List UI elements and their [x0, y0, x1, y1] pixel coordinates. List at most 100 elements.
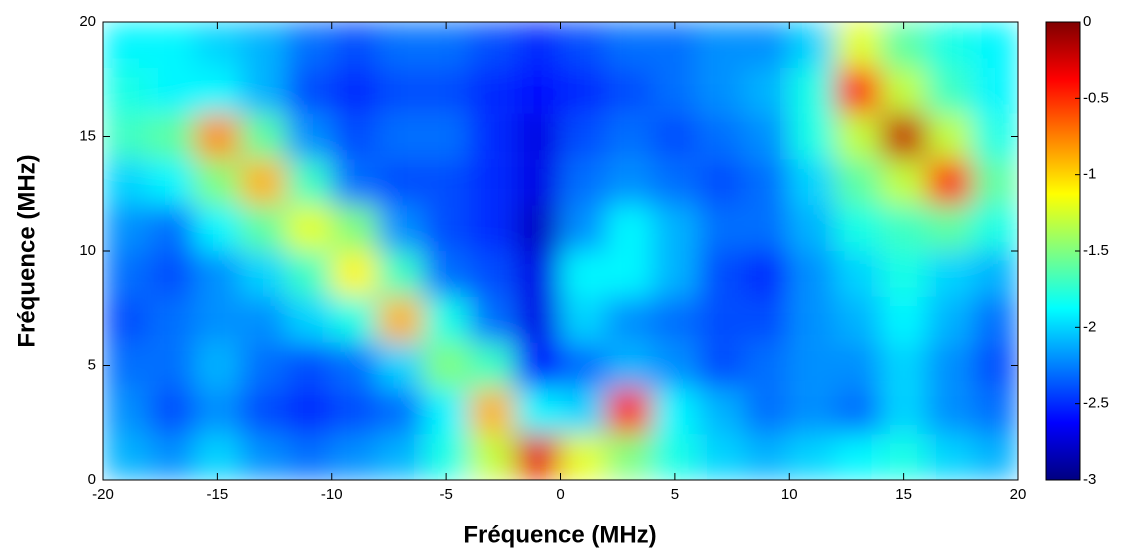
x-tick-label: -20: [92, 486, 114, 503]
heat-cell: [926, 296, 973, 343]
heat-cell: [240, 22, 286, 68]
x-axis-label: Fréquence (MHz): [463, 521, 656, 548]
heat-cell: [514, 342, 561, 389]
heat-cell: [697, 205, 744, 251]
x-tick-label: 15: [895, 486, 912, 503]
heat-cell: [469, 434, 515, 480]
heat-cell: [331, 251, 378, 297]
heat-cell: [652, 434, 698, 480]
heat-cell: [789, 251, 835, 297]
heat-cell: [560, 388, 607, 435]
heat-cell: [972, 113, 1018, 160]
heat-cell: [423, 434, 469, 480]
heat-cell: [880, 296, 927, 343]
heat-cell: [194, 251, 241, 297]
heat-cell: [560, 113, 607, 160]
heat-cell: [148, 22, 195, 68]
heat-cell: [789, 388, 835, 435]
heat-cell: [103, 342, 149, 389]
heatmap: [103, 22, 1018, 480]
heat-cell: [880, 251, 927, 297]
heat-cell: [697, 342, 744, 389]
heat-cell: [240, 296, 286, 343]
heat-cell: [514, 67, 561, 114]
x-tick-label: -10: [321, 486, 343, 503]
heat-cell: [560, 342, 607, 389]
heat-cell: [697, 434, 744, 480]
heat-cell: [789, 159, 835, 206]
heat-cell: [240, 251, 286, 297]
heat-cell: [743, 251, 790, 297]
heat-cell: [697, 251, 744, 297]
colorbar-tick-label: -1.5: [1083, 242, 1109, 259]
heat-cell: [606, 434, 652, 480]
heat-cell: [926, 205, 973, 251]
x-tick-label: 0: [556, 486, 564, 503]
heat-cell: [880, 388, 927, 435]
heat-cell: [606, 67, 652, 114]
heat-cell: [194, 388, 241, 435]
y-axis-label: Fréquence (MHz): [13, 154, 40, 347]
heat-cell: [880, 342, 927, 389]
heat-cell: [972, 296, 1018, 343]
heat-cell: [103, 434, 149, 480]
heat-cell: [423, 388, 469, 435]
heat-cell: [331, 434, 378, 480]
heat-cell: [148, 296, 195, 343]
heat-cell: [423, 342, 469, 389]
heat-cell: [606, 205, 652, 251]
heat-cell: [743, 388, 790, 435]
heat-cell: [560, 251, 607, 297]
heat-cell: [194, 342, 241, 389]
x-tick-label: 10: [781, 486, 798, 503]
heat-cell: [880, 113, 927, 160]
heat-cell: [697, 22, 744, 68]
heat-cell: [240, 159, 286, 206]
heat-cell: [286, 205, 332, 251]
heat-cell: [926, 22, 973, 68]
colorbar-tick-label: -2.5: [1083, 395, 1109, 412]
heat-cell: [103, 388, 149, 435]
y-tick-label: 10: [79, 242, 96, 259]
heat-cell: [148, 434, 195, 480]
heat-cell: [652, 113, 698, 160]
heat-cell: [331, 296, 378, 343]
heat-cell: [743, 159, 790, 206]
heat-cell: [331, 113, 378, 160]
heat-cell: [514, 296, 561, 343]
colorbar-tick-label: -3: [1083, 471, 1096, 488]
heat-cell: [194, 67, 241, 114]
heat-cell: [423, 296, 469, 343]
heat-cell: [331, 342, 378, 389]
heat-cell: [286, 296, 332, 343]
heat-cell: [331, 205, 378, 251]
heat-cell: [652, 205, 698, 251]
heat-cell: [789, 342, 835, 389]
heat-cell: [652, 388, 698, 435]
heat-cell: [606, 342, 652, 389]
heat-cell: [972, 388, 1018, 435]
heat-cell: [560, 296, 607, 343]
heat-cell: [286, 434, 332, 480]
heat-cell: [148, 159, 195, 206]
heat-cell: [194, 159, 241, 206]
heat-cell: [514, 251, 561, 297]
heat-cell: [148, 342, 195, 389]
heat-cell: [972, 434, 1018, 480]
heat-cell: [377, 388, 424, 435]
colorbar-tick-label: -2: [1083, 318, 1096, 335]
heat-cell: [835, 342, 881, 389]
heat-cell: [240, 67, 286, 114]
heat-cell: [469, 205, 515, 251]
heat-cell: [469, 67, 515, 114]
heat-cell: [652, 159, 698, 206]
heat-cell: [514, 388, 561, 435]
y-tick-label: 15: [79, 127, 96, 144]
heat-cell: [377, 67, 424, 114]
heat-cell: [789, 67, 835, 114]
heat-cell: [880, 159, 927, 206]
heat-cell: [103, 113, 149, 160]
heat-cell: [743, 205, 790, 251]
heat-cell: [377, 22, 424, 68]
heat-cell: [880, 205, 927, 251]
